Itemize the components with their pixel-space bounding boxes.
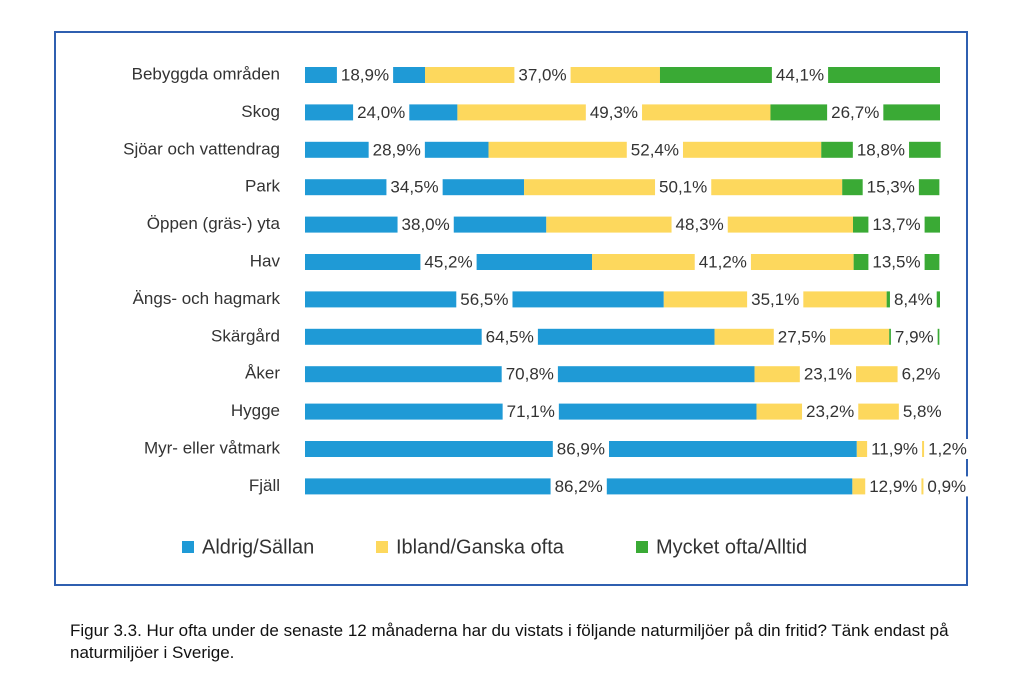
label-background	[456, 289, 513, 310]
label-background	[852, 139, 910, 160]
label-background	[694, 252, 751, 272]
label-background	[368, 139, 425, 160]
y-tick-label: Öppen (gräs-) yta	[147, 214, 281, 233]
label-background	[481, 326, 538, 347]
data-label: 15,3%	[867, 178, 915, 197]
label-background	[890, 326, 938, 347]
label-background	[655, 177, 712, 198]
y-tick-label: Ängs- och hagmark	[133, 289, 281, 308]
y-tick-label: Åker	[245, 364, 280, 383]
data-label: 23,2%	[806, 402, 854, 421]
data-label: 28,9%	[373, 140, 421, 159]
chart: Bebyggda områden 18,9% 37,0% 44,1% Skog 24,0%…	[54, 31, 971, 586]
label-background	[897, 364, 945, 385]
label-background	[868, 252, 925, 272]
label-background	[827, 102, 884, 123]
chart-frame	[54, 31, 968, 586]
data-label: 0,9%	[927, 477, 966, 496]
label-background	[865, 476, 922, 497]
data-label: 86,2%	[555, 477, 603, 496]
y-tick-label: Park	[245, 177, 280, 196]
label-background	[626, 139, 683, 160]
y-tick-label: Skog	[241, 102, 280, 121]
label-background	[889, 289, 937, 310]
y-tick-label: Skärgård	[211, 326, 280, 345]
label-background	[671, 214, 728, 235]
data-label: 12,9%	[869, 477, 917, 496]
data-label: 24,0%	[357, 103, 405, 122]
data-label: 41,2%	[699, 252, 747, 271]
data-label: 50,1%	[659, 178, 707, 197]
data-label: 26,7%	[831, 103, 879, 122]
data-label: 64,5%	[486, 327, 534, 346]
label-background	[747, 289, 804, 310]
label-background	[867, 439, 923, 459]
data-label: 11,9%	[871, 439, 918, 458]
label-background	[773, 326, 830, 347]
label-background	[924, 439, 971, 459]
label-background	[862, 177, 919, 198]
label-background	[420, 252, 477, 272]
data-label: 48,3%	[676, 215, 724, 234]
legend-label: Ibland/Ganska ofta	[396, 536, 565, 558]
legend-swatch	[376, 541, 388, 553]
data-label: 86,9%	[557, 439, 605, 458]
y-tick-label: Hygge	[231, 401, 280, 420]
data-label: 52,4%	[631, 140, 679, 159]
data-label: 8,4%	[894, 290, 933, 309]
label-background	[336, 65, 394, 85]
y-tick-label: Myr- eller våtmark	[144, 438, 281, 457]
legend-label: Aldrig/Sällan	[202, 536, 314, 558]
label-background	[771, 65, 829, 85]
label-background	[868, 214, 925, 235]
legend-swatch	[182, 541, 194, 553]
data-label: 70,8%	[506, 365, 554, 384]
data-label: 6,2%	[902, 365, 941, 384]
label-background	[502, 401, 559, 422]
data-label: 35,1%	[751, 290, 799, 309]
data-label: 13,7%	[872, 215, 920, 234]
y-tick-label: Sjöar och vattendrag	[123, 139, 280, 158]
label-background	[799, 364, 857, 385]
legend-label: Mycket ofta/Alltid	[656, 536, 807, 558]
data-label: 38,0%	[402, 215, 450, 234]
label-background	[923, 476, 971, 497]
label-background	[898, 401, 946, 422]
label-background	[514, 65, 571, 85]
data-label: 18,9%	[341, 65, 389, 84]
label-background	[585, 102, 643, 123]
label-background	[552, 439, 610, 459]
data-label: 37,0%	[518, 65, 566, 84]
label-background	[550, 476, 607, 497]
label-background	[802, 401, 859, 422]
label-background	[386, 177, 443, 198]
data-label: 23,1%	[804, 365, 852, 384]
data-label: 45,2%	[424, 252, 472, 271]
data-label: 27,5%	[778, 327, 826, 346]
data-label: 34,5%	[390, 178, 438, 197]
data-label: 49,3%	[590, 103, 638, 122]
legend-swatch	[636, 541, 648, 553]
label-background	[501, 364, 558, 385]
data-label: 56,5%	[460, 290, 508, 309]
data-label: 18,8%	[857, 140, 905, 159]
caption: Figur 3.3. Hur ofta under de senaste 12 …	[70, 621, 949, 662]
data-label: 44,1%	[776, 65, 824, 84]
data-label: 7,9%	[895, 327, 934, 346]
label-background	[353, 102, 410, 123]
data-label: 1,2%	[928, 439, 967, 458]
data-label: 5,8%	[903, 402, 942, 421]
data-label: 71,1%	[507, 402, 555, 421]
data-label: 13,5%	[872, 252, 920, 271]
label-background	[397, 214, 454, 235]
y-tick-label: Bebyggda områden	[132, 64, 280, 83]
y-tick-label: Fjäll	[249, 476, 280, 495]
y-tick-label: Hav	[250, 251, 281, 270]
